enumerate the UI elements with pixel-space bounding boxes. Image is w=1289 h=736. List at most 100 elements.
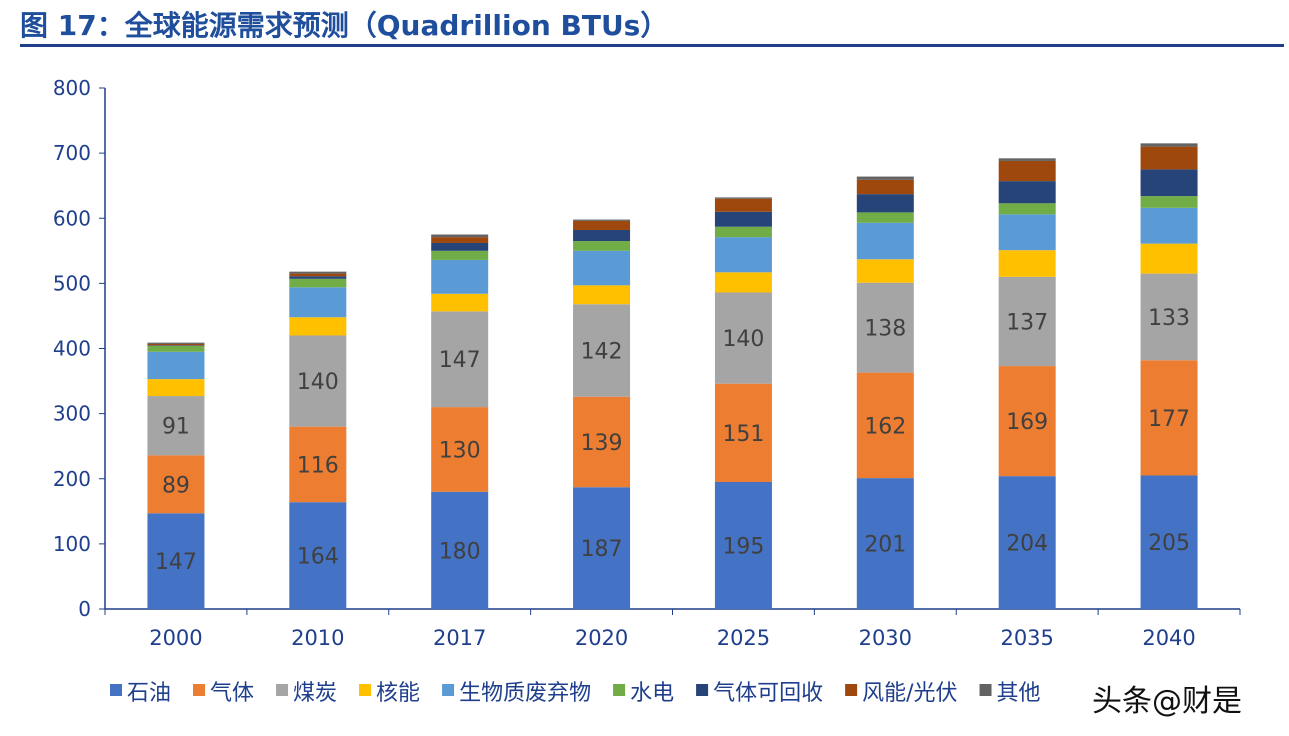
bar-segment [147,455,205,514]
data-label: 169 [1006,410,1048,435]
data-label: 147 [439,348,481,373]
bar-segment [147,379,205,397]
bar-segment [856,282,914,373]
data-label: 139 [581,431,623,456]
x-tick-label: 2025 [717,626,770,650]
y-tick-label: 400 [53,337,91,361]
x-tick-label: 2035 [1000,626,1053,650]
legend-swatch [193,684,206,696]
bar-segment [289,278,347,288]
bar-segment [1140,360,1198,476]
bar-segment [147,345,205,346]
bar-segment [1140,243,1198,274]
bar-segment [147,345,205,352]
legend-label: 煤炭 [293,681,337,706]
legend-label: 其他 [997,681,1041,706]
data-label: 164 [297,545,339,570]
y-tick-label: 700 [53,141,91,165]
bar-segment [998,160,1056,182]
data-label: 147 [155,550,197,575]
bar-segment [1140,207,1198,244]
bar-segment [856,212,914,223]
x-tick-label: 2040 [1142,626,1195,650]
bar-segment [289,273,347,277]
legend-label: 气体可回收 [713,681,823,706]
bar-segment [856,372,914,479]
legend-swatch [979,684,992,696]
title-divider [20,44,1284,47]
bar-segment [856,194,914,213]
data-label: 204 [1006,532,1048,557]
legend-label: 石油 [127,681,171,706]
y-tick-label: 600 [53,206,91,230]
data-label: 130 [439,438,481,463]
bar-segment [147,342,205,344]
bar-segment [431,237,489,243]
bar-segment [573,487,631,609]
bar-segment [431,242,489,251]
bar-segment [1140,196,1198,208]
bar-segment [431,311,489,408]
y-tick-label: 500 [53,271,91,295]
data-label: 138 [864,317,906,342]
x-tick-label: 2000 [149,626,202,650]
data-label: 201 [864,533,906,558]
bar-segment [1140,273,1198,361]
legend-swatch [696,684,709,696]
bar-segment [714,482,772,609]
bar-segment [1140,169,1198,197]
chart-title: 图 17：全球能源需求预测（Quadrillion BTUs） [20,9,669,42]
bar-segment [573,396,631,488]
bar-segment [856,222,914,260]
bar-segment [998,366,1056,477]
bar-segment [573,220,631,230]
bar-segment [289,287,347,318]
bar-segment [573,229,631,242]
data-label: 180 [439,539,481,564]
data-label: 116 [297,453,339,478]
bar-segment [147,343,205,346]
bar-segment [289,335,347,427]
y-tick-label: 0 [78,597,91,621]
data-label: 140 [297,370,339,395]
bar-segment [714,272,772,293]
data-label: 195 [722,535,764,560]
data-label: 187 [581,537,623,562]
bar-segment [573,250,631,286]
bar-segment [714,197,772,199]
bar-segment [856,179,914,195]
bar-segment [289,426,347,503]
bar-segment [1140,475,1198,609]
bar-segment [431,234,489,238]
bar-segment [573,219,631,221]
bar-segment [714,198,772,212]
bar-segment [998,158,1056,161]
x-tick-label: 2020 [575,626,628,650]
legend-label: 生物质废弃物 [459,681,591,706]
bar-segment [998,276,1056,367]
data-label: 140 [722,327,764,352]
legend-swatch [845,684,858,696]
bar-segment [714,211,772,227]
bar-segment [573,285,631,305]
legend-swatch [442,684,455,696]
legend-swatch [613,684,626,696]
x-tick-label: 2030 [859,626,912,650]
bar-segment [1140,146,1198,170]
bar-segment [289,271,347,274]
bar-segment [147,513,205,609]
data-label: 177 [1148,407,1190,432]
bar-segment [573,304,631,397]
data-label: 142 [581,339,623,364]
data-label: 205 [1148,531,1190,556]
bar-segment [714,292,772,384]
bar-segment [856,259,914,283]
bar-segment [431,259,489,294]
bar-segment [1140,143,1198,147]
bar-segment [856,478,914,609]
legend-label: 风能/光伏 [862,681,957,706]
bar-segment [714,237,772,273]
bar-segment [431,407,489,492]
bar-segment [147,351,205,380]
